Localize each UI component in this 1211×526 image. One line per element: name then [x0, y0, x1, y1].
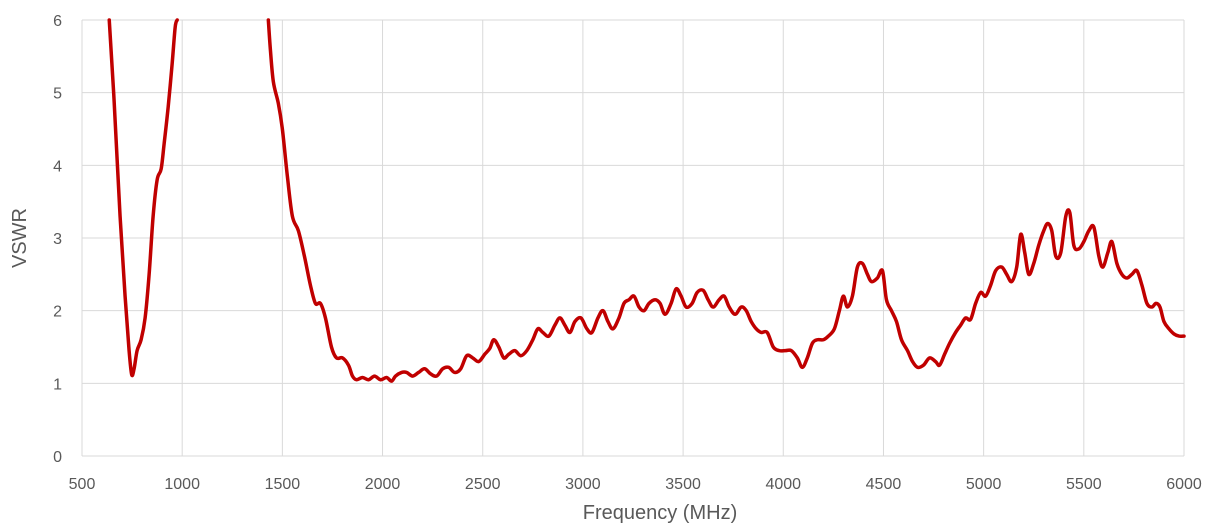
- x-tick-label: 5500: [1066, 476, 1102, 493]
- x-tick-label: 4500: [866, 476, 902, 493]
- vswr-series-line-segment-2: [266, 18, 1186, 383]
- x-tick-label: 3500: [665, 476, 701, 493]
- x-tick-label: 1000: [164, 476, 200, 493]
- x-tick-label: 500: [69, 476, 96, 493]
- y-tick-label: 1: [53, 376, 62, 393]
- y-tick-label: 6: [53, 13, 62, 30]
- y-axis-title: VSWR: [9, 208, 31, 268]
- x-tick-label: 6000: [1166, 476, 1202, 493]
- x-tick-label: 5000: [966, 476, 1002, 493]
- y-tick-label: 2: [53, 304, 62, 321]
- x-axis-title: Frequency (MHz): [583, 502, 737, 524]
- x-tick-label: 2000: [365, 476, 401, 493]
- y-tick-label: 5: [53, 86, 62, 103]
- y-tick-label: 3: [53, 231, 62, 248]
- series-layer: [107, 18, 1186, 383]
- x-tick-label: 2500: [465, 476, 501, 493]
- y-tick-label: 0: [53, 449, 62, 466]
- x-axis-ticks: 500 1000 1500 2000 2500 3000 3500 4000 4500 5000 5…: [69, 476, 1202, 493]
- x-tick-label: 3000: [565, 476, 601, 493]
- x-tick-label: 1500: [265, 476, 301, 493]
- vswr-series-line-segment-1: [107, 18, 179, 378]
- y-axis-ticks: 0 1 2 3 4 5 6: [53, 13, 62, 466]
- x-tick-label: 4000: [765, 476, 801, 493]
- y-tick-label: 4: [53, 158, 62, 175]
